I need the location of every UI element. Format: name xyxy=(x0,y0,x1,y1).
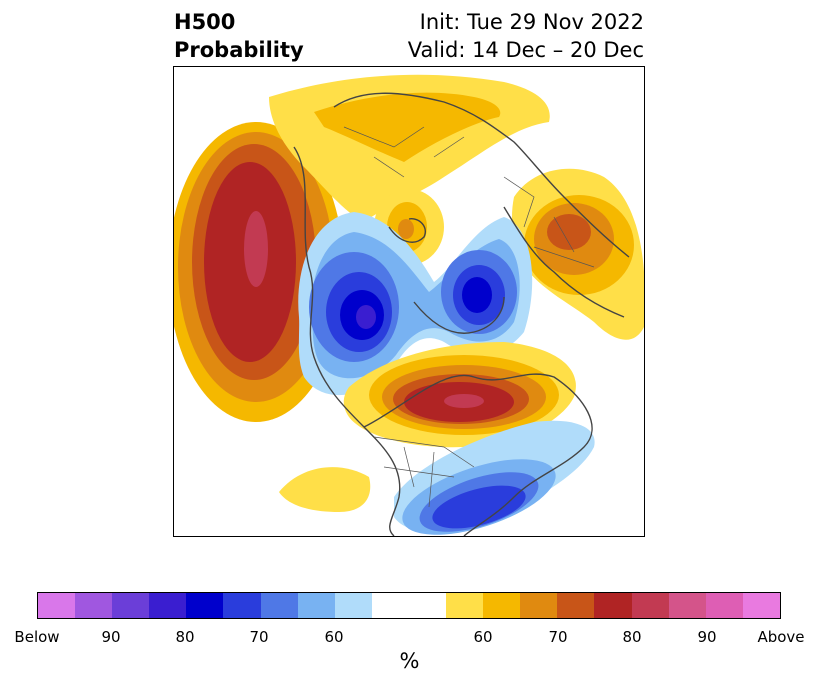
colorbar-swatch xyxy=(631,593,669,618)
coastlines xyxy=(293,92,630,536)
borders xyxy=(343,126,595,508)
colorbar-ticks: Below 90 80 70 60 60 70 80 90 Above xyxy=(14,628,804,646)
valid-range: Valid: 14 Dec – 20 Dec xyxy=(407,38,644,62)
border-us-states xyxy=(373,436,475,508)
contour-80 xyxy=(356,305,376,329)
colorbar-units: % xyxy=(399,649,420,673)
init-date: Init: Tue 29 Nov 2022 xyxy=(419,10,644,34)
colorbar-swatch xyxy=(186,593,224,618)
colorbar-swatch xyxy=(260,593,298,618)
colorbar-tick-label: 70 xyxy=(548,628,568,646)
coast-eurasia xyxy=(333,92,630,258)
chart-title-right: Init: Tue 29 Nov 2022 Valid: 14 Dec – 20… xyxy=(408,8,644,64)
coast-americas-east xyxy=(363,373,593,536)
contour-80 xyxy=(444,394,484,408)
colorbar-swatch xyxy=(75,593,113,618)
probability-map xyxy=(173,66,645,537)
colorbar-swatch xyxy=(668,593,706,618)
map-svg xyxy=(174,74,644,536)
colorbar-tick-label: 60 xyxy=(473,628,493,646)
colorbar-tick-label: 90 xyxy=(101,628,121,646)
colorbar-swatch xyxy=(483,593,521,618)
colorbar-swatch xyxy=(557,593,595,618)
contour-70 xyxy=(547,214,591,250)
contour-70 xyxy=(432,485,526,529)
title-quantity: Probability xyxy=(174,38,304,62)
contour-55 xyxy=(279,467,371,512)
colorbar-tick-label: 80 xyxy=(622,628,642,646)
colorbar-swatch xyxy=(149,593,187,618)
coast-arctic-islands xyxy=(388,218,426,243)
colorbar-swatch xyxy=(38,593,76,618)
coast-europe xyxy=(503,206,625,318)
colorbar-swatch xyxy=(594,593,632,618)
colorbar-swatch xyxy=(742,593,780,618)
colorbar-swatch xyxy=(705,593,743,618)
colorbar-swatch xyxy=(446,593,484,618)
colorbar-tick-label: Below xyxy=(14,628,60,646)
colorbar xyxy=(37,592,781,619)
warm-anomaly-canada xyxy=(343,342,576,448)
contour-65b xyxy=(398,219,414,239)
border-europe xyxy=(503,176,595,268)
colorbar-swatch xyxy=(112,593,150,618)
warm-anomaly-pacific xyxy=(174,122,344,422)
colorbar-swatch xyxy=(520,593,558,618)
chart-title-left: H500 Probability xyxy=(174,8,304,64)
coast-greenland xyxy=(413,296,505,334)
colorbar-tick-label: 80 xyxy=(175,628,195,646)
contour-60 xyxy=(314,92,501,162)
colorbar-tick-label: 90 xyxy=(697,628,717,646)
coast-americas-west xyxy=(293,146,401,536)
contour-80 xyxy=(244,211,268,287)
colorbar-swatch xyxy=(334,593,372,618)
colorbar-tick-label: 60 xyxy=(324,628,344,646)
colorbar-swatch xyxy=(371,593,447,618)
border-asia xyxy=(343,126,465,178)
warm-anomaly-west-us xyxy=(279,467,371,512)
warm-anomaly-europe xyxy=(511,168,644,340)
colorbar-tick-label: Above xyxy=(757,628,805,646)
contour-75b xyxy=(462,277,492,313)
colorbar-swatch xyxy=(297,593,335,618)
title-variable: H500 xyxy=(174,10,236,34)
colorbar-swatch xyxy=(223,593,261,618)
cold-anomaly-atlantic xyxy=(394,420,595,535)
colorbar-tick-label: 70 xyxy=(249,628,269,646)
